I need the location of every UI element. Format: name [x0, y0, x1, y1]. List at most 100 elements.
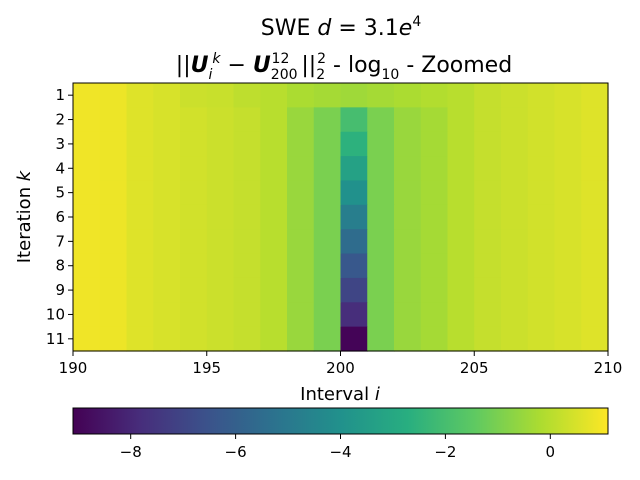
heatmap-cell	[260, 302, 288, 328]
heatmap-cell	[527, 326, 556, 352]
heatmap-cell	[73, 326, 101, 352]
heatmap-cell	[394, 180, 422, 206]
heatmap-cell	[420, 83, 449, 108]
heatmap-cell	[153, 302, 181, 328]
y-tick-label: 10	[46, 305, 65, 323]
heatmap-cell	[554, 156, 582, 182]
heatmap-cell	[153, 204, 181, 230]
heatmap-cell	[581, 204, 609, 230]
heatmap-cell	[180, 107, 208, 133]
heatmap-cell	[260, 229, 288, 255]
heatmap-cell	[73, 83, 101, 108]
heatmap-cell	[474, 180, 502, 206]
heatmap-cell	[233, 204, 261, 230]
heatmap-cell	[180, 253, 208, 279]
heatmap-cell	[420, 302, 449, 328]
heatmap-cell	[367, 131, 395, 157]
heatmap-cell	[73, 302, 101, 328]
heatmap-cell	[367, 277, 395, 303]
heatmap-cell	[99, 229, 128, 255]
chart-title-line2: ||Uik − U20012 ||22 - log10 - Zoomed	[176, 51, 512, 83]
heatmap-cell	[501, 180, 529, 206]
heatmap-cell	[180, 204, 208, 230]
colorbar-ticks: −8 −6 −4 −2 0	[120, 434, 555, 461]
heatmap-cell	[554, 302, 582, 328]
heatmap-cell	[394, 131, 422, 157]
heatmap-cell	[447, 180, 475, 206]
heatmap-cell	[153, 180, 181, 206]
heatmap-cell	[340, 180, 368, 206]
heatmap-cell	[313, 229, 342, 255]
heatmap-cell	[554, 229, 582, 255]
heatmap-cell	[394, 107, 422, 133]
heatmap-cell	[153, 277, 181, 303]
heatmap-cell	[153, 253, 181, 279]
heatmap-cell	[260, 83, 288, 108]
heatmap-cell	[206, 302, 235, 328]
heatmap-cell	[447, 204, 475, 230]
heatmap-cell	[99, 83, 128, 108]
heatmap-cell	[287, 277, 315, 303]
heatmap-cell	[447, 302, 475, 328]
heatmap-cell	[206, 253, 235, 279]
heatmap-cell	[340, 107, 368, 133]
heatmap-cell	[527, 180, 556, 206]
colorbar-tick-label: −2	[434, 443, 456, 461]
heatmap-cell	[126, 180, 154, 206]
heatmap-cell	[287, 107, 315, 133]
heatmap-cell	[367, 326, 395, 352]
colorbar	[72, 407, 609, 435]
heatmap-cell	[233, 156, 261, 182]
heatmap-cell	[287, 326, 315, 352]
heatmap-cell	[313, 302, 342, 328]
heatmap-cell	[501, 156, 529, 182]
heatmap-cell	[367, 156, 395, 182]
y-tick-label: 5	[55, 184, 65, 202]
heatmap-cell	[394, 277, 422, 303]
heatmap-cell	[153, 156, 181, 182]
heatmap-cell	[420, 229, 449, 255]
heatmap-cell	[581, 277, 609, 303]
heatmap-cells	[73, 83, 609, 352]
heatmap-cell	[313, 204, 342, 230]
heatmap-cell	[73, 229, 101, 255]
y-tick-label: 6	[55, 208, 65, 226]
heatmap-cell	[527, 302, 556, 328]
heatmap-cell	[394, 326, 422, 352]
heatmap-cell	[501, 253, 529, 279]
heatmap-cell	[99, 204, 128, 230]
heatmap-cell	[99, 253, 128, 279]
heatmap-cell	[340, 204, 368, 230]
heatmap-cell	[313, 107, 342, 133]
heatmap-cell	[447, 253, 475, 279]
heatmap-cell	[153, 326, 181, 352]
heatmap-cell	[501, 302, 529, 328]
y-tick-label: 9	[55, 281, 65, 299]
heatmap-cell	[340, 326, 368, 352]
heatmap-cell	[420, 156, 449, 182]
heatmap-cell	[581, 156, 609, 182]
heatmap-cell	[260, 107, 288, 133]
heatmap-cell	[447, 131, 475, 157]
heatmap-cell	[554, 107, 582, 133]
heatmap-cell	[527, 83, 556, 108]
heatmap-cell	[180, 180, 208, 206]
heatmap-cell	[180, 156, 208, 182]
heatmap-cell	[474, 302, 502, 328]
heatmap-cell	[474, 277, 502, 303]
heatmap-cell	[126, 107, 154, 133]
heatmap-cell	[233, 253, 261, 279]
heatmap-cell	[126, 326, 154, 352]
heatmap-cell	[527, 229, 556, 255]
heatmap-cell	[340, 156, 368, 182]
colorbar-tick-label: −6	[225, 443, 247, 461]
heatmap-cell	[474, 253, 502, 279]
heatmap-cell	[367, 229, 395, 255]
x-tick-label: 205	[460, 359, 489, 377]
heatmap-cell	[180, 83, 208, 108]
x-tick-label: 195	[192, 359, 221, 377]
heatmap-cell	[527, 107, 556, 133]
heatmap-cell	[126, 204, 154, 230]
heatmap-cell	[527, 156, 556, 182]
heatmap-cell	[340, 131, 368, 157]
